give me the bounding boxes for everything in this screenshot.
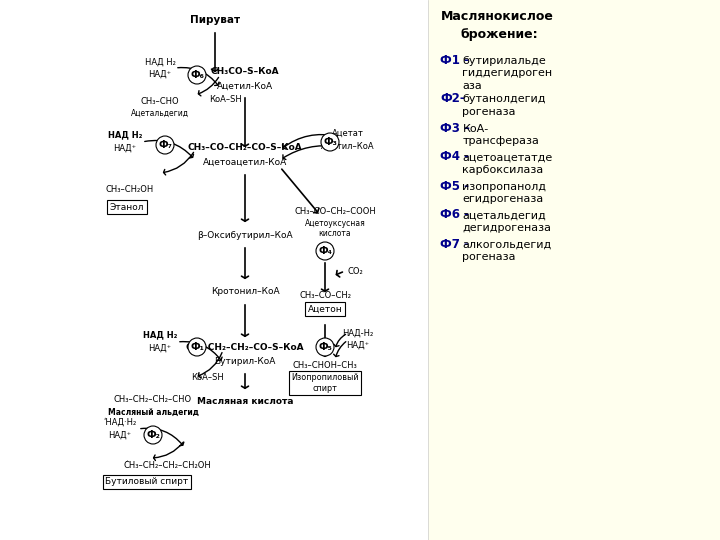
Text: Бутирил-КоА: Бутирил-КоА bbox=[215, 356, 276, 366]
Circle shape bbox=[188, 338, 206, 356]
Text: Кротонил–КоА: Кротонил–КоА bbox=[211, 287, 279, 296]
Text: ацетальдегид
дегидрогеназа: ацетальдегид дегидрогеназа bbox=[462, 211, 552, 233]
Text: алкогольдегид
рогеназа: алкогольдегид рогеназа bbox=[462, 240, 552, 262]
Text: Ф₃: Ф₃ bbox=[323, 137, 337, 147]
Text: бутирилальде
гиддегидроген
аза: бутирилальде гиддегидроген аза bbox=[462, 56, 552, 91]
Text: Ацетил–КоА: Ацетил–КоА bbox=[321, 141, 375, 151]
Text: Ф₇: Ф₇ bbox=[158, 140, 172, 150]
Circle shape bbox=[156, 136, 174, 154]
Text: брожение:: брожение: bbox=[460, 28, 538, 41]
Text: Ф₂: Ф₂ bbox=[146, 430, 160, 440]
Text: Масляная кислота: Масляная кислота bbox=[197, 397, 293, 407]
Text: CO₂: CO₂ bbox=[347, 267, 363, 275]
Text: CH₃CO–S–КоА: CH₃CO–S–КоА bbox=[211, 68, 279, 77]
Text: Ацетон: Ацетон bbox=[307, 305, 343, 314]
Text: НАД Н₂: НАД Н₂ bbox=[108, 131, 142, 139]
Text: Ацетил-КоА: Ацетил-КоА bbox=[217, 82, 273, 91]
Text: СН₃–СН₂–СН₂–СНО: СН₃–СН₂–СН₂–СНО bbox=[114, 395, 192, 404]
Text: Ф₆: Ф₆ bbox=[190, 70, 204, 80]
Text: СН₃–СН₂ОН: СН₃–СН₂ОН bbox=[106, 186, 154, 194]
Text: Ф₄: Ф₄ bbox=[318, 246, 332, 256]
Bar bbox=[428, 0, 720, 540]
Text: Ацетоуксусная: Ацетоуксусная bbox=[305, 219, 365, 227]
Text: КоА–SH: КоА–SH bbox=[191, 373, 223, 381]
Text: Бутиловый спирт: Бутиловый спирт bbox=[105, 477, 189, 487]
Text: Ф5 -: Ф5 - bbox=[441, 179, 469, 192]
Circle shape bbox=[144, 426, 162, 444]
Circle shape bbox=[316, 338, 334, 356]
Text: НАД⁺: НАД⁺ bbox=[114, 144, 137, 152]
Text: СН₃–СНО: СН₃–СНО bbox=[140, 98, 179, 106]
Text: Пируват: Пируват bbox=[190, 15, 240, 25]
Text: СН₃–СНОН–СН₃: СН₃–СНОН–СН₃ bbox=[292, 361, 357, 370]
Text: НАД⁺: НАД⁺ bbox=[109, 430, 132, 440]
Text: ʹНАД·Н₂: ʹНАД·Н₂ bbox=[104, 417, 137, 427]
Text: Маслянокислое: Маслянокислое bbox=[441, 10, 553, 23]
Text: НАД⁺: НАД⁺ bbox=[346, 341, 369, 349]
Text: СН₃–СО–СН₂: СН₃–СО–СН₂ bbox=[299, 291, 351, 300]
Text: изопропанолд
егидрогеназа: изопропанолд егидрогеназа bbox=[462, 181, 546, 204]
Circle shape bbox=[316, 242, 334, 260]
Text: НАД Н₂: НАД Н₂ bbox=[145, 57, 176, 66]
Circle shape bbox=[321, 133, 339, 151]
Text: бутанолдегид
рогеназа: бутанолдегид рогеназа bbox=[462, 94, 546, 117]
Text: Изопропиловый
спирт: Изопропиловый спирт bbox=[291, 373, 359, 393]
Text: β–Оксибутирил–КоА: β–Оксибутирил–КоА bbox=[197, 231, 293, 240]
Text: Ацетальдегид: Ацетальдегид bbox=[131, 109, 189, 118]
Text: Ф6 -: Ф6 - bbox=[441, 208, 469, 221]
Circle shape bbox=[188, 66, 206, 84]
Text: Ф7 -: Ф7 - bbox=[441, 238, 469, 251]
Text: ацетоацетатде
карбоксилаза: ацетоацетатде карбоксилаза bbox=[462, 152, 553, 175]
Text: НАД⁺: НАД⁺ bbox=[148, 70, 171, 78]
Text: НАД⁺: НАД⁺ bbox=[148, 343, 171, 353]
Text: Ацетоацетил-КоА: Ацетоацетил-КоА bbox=[203, 158, 287, 166]
Text: СН₃–СО–СН₂–СООН: СН₃–СО–СН₂–СООН bbox=[294, 206, 376, 215]
Text: кислота: кислота bbox=[319, 230, 351, 239]
Text: НАД-Н₂: НАД-Н₂ bbox=[343, 328, 374, 338]
Text: КоА–SH: КоА–SH bbox=[209, 96, 241, 105]
Text: КоА-
трансфераза: КоА- трансфераза bbox=[462, 124, 539, 146]
Text: Масляный альдегид: Масляный альдегид bbox=[107, 408, 199, 416]
Text: СН₃–СО–СН₂–СО–S–КоА: СН₃–СО–СН₂–СО–S–КоА bbox=[188, 144, 302, 152]
Text: Этанол: Этанол bbox=[109, 202, 144, 212]
Text: НАД Н₂: НАД Н₂ bbox=[143, 330, 177, 340]
Text: СН₃–СН₂–СН₂–СО–S–КоА: СН₃–СН₂–СН₂–СО–S–КоА bbox=[186, 342, 305, 352]
Text: Ф2-: Ф2- bbox=[441, 92, 465, 105]
Text: Ф1 -: Ф1 - bbox=[441, 54, 469, 67]
Text: Ф3 –: Ф3 – bbox=[441, 122, 470, 134]
Bar bbox=[0, 0, 428, 540]
Text: Ф₅: Ф₅ bbox=[318, 342, 332, 352]
Text: Ф4 -: Ф4 - bbox=[441, 151, 469, 164]
Text: Ф₁: Ф₁ bbox=[190, 342, 204, 352]
Text: С́Н₃–СН₂–СН₂–СН₂ОН: С́Н₃–СН₂–СН₂–СН₂ОН bbox=[123, 461, 211, 469]
Text: Ацетат: Ацетат bbox=[332, 129, 364, 138]
